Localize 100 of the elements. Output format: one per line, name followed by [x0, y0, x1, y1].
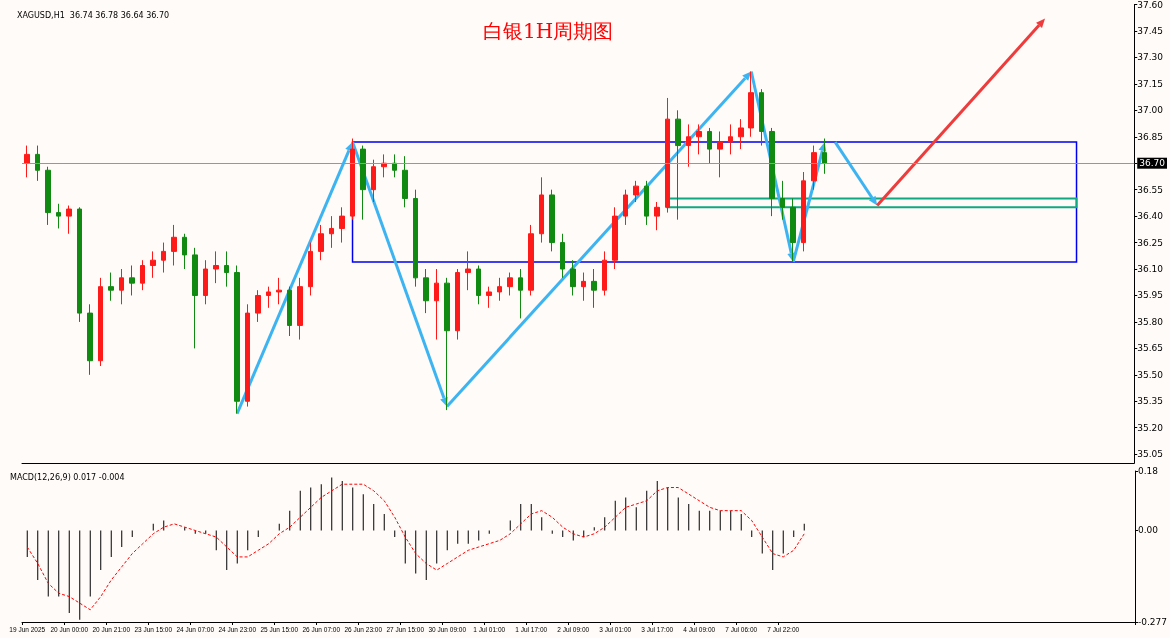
- text: 白银1H周期图: [483, 19, 614, 43]
- candlestick: [612, 206, 618, 270]
- candlestick: [654, 201, 660, 231]
- candlestick: [308, 242, 313, 296]
- candlestick: [759, 88, 764, 147]
- candlestick: [811, 145, 817, 191]
- candlestick: [318, 224, 324, 261]
- candlestick: [24, 145, 30, 178]
- y-tick-label: 35.05: [1137, 449, 1163, 460]
- candlestick: [255, 289, 261, 323]
- candlestick: [465, 250, 471, 291]
- candlestick: [203, 259, 208, 305]
- candlestick: [413, 189, 418, 288]
- candlestick: [518, 268, 523, 319]
- y-tick-label: 0.18: [1137, 466, 1159, 476]
- y-tick-label: 36.10: [1137, 264, 1164, 275]
- candlestick: [675, 109, 681, 221]
- candlestick: [822, 138, 827, 175]
- candlestick: [686, 123, 691, 168]
- candlestick: [717, 130, 723, 178]
- candlestick: [224, 250, 229, 288]
- y-tick-label: 36.40: [1137, 211, 1164, 222]
- candlestick: [245, 303, 250, 408]
- candlestick: [455, 268, 460, 341]
- y-tick-label: 36.55: [1137, 184, 1163, 195]
- candlestick: [161, 242, 166, 274]
- candlestick: [98, 277, 103, 367]
- candlestick: [108, 272, 114, 302]
- candlestick: [665, 97, 670, 214]
- candlestick: [570, 259, 576, 296]
- candlestick: [56, 203, 61, 229]
- candlestick: [581, 272, 586, 302]
- candlestick: [234, 264, 240, 415]
- candlestick: [696, 123, 702, 155]
- y-tick-label: 37.60: [1137, 0, 1164, 10]
- candlestick: [423, 268, 429, 314]
- y-tick-label: -0.277: [1137, 617, 1167, 627]
- y-tick-label: 36.25: [1137, 237, 1163, 248]
- y-tick-label: 35.80: [1137, 316, 1164, 327]
- y-tick-label: 35.50: [1137, 369, 1164, 380]
- candlestick: [287, 286, 292, 337]
- candlestick: [276, 277, 282, 305]
- candlestick: [476, 264, 481, 305]
- candlestick: [748, 71, 754, 138]
- y-tick-label: 35.95: [1137, 290, 1163, 301]
- candlestick: [329, 215, 334, 249]
- candlestick: [150, 250, 156, 279]
- candlestick: [801, 171, 806, 252]
- candlestick: [728, 123, 733, 155]
- candlestick: [87, 303, 93, 376]
- candlestick: [35, 145, 40, 182]
- candlestick: [560, 233, 565, 279]
- candlestick: [444, 277, 450, 411]
- candlestick: [623, 189, 628, 226]
- candlestick: [738, 118, 744, 150]
- candlestick: [392, 153, 397, 178]
- candlestick: [192, 247, 198, 349]
- candlestick: [402, 155, 408, 208]
- candlestick: [182, 233, 187, 270]
- candlestick: [549, 189, 555, 252]
- y-tick-label: 35.20: [1137, 422, 1164, 433]
- candlestick: [539, 176, 544, 244]
- y-tick-label: 37.00: [1137, 105, 1164, 116]
- candlestick: [602, 250, 607, 296]
- candlestick: [644, 180, 649, 226]
- y-tick-label: 35.65: [1137, 343, 1163, 354]
- y-tick-label: 0.00: [1137, 525, 1159, 536]
- candlestick: [350, 138, 355, 221]
- candlestick: [780, 180, 785, 221]
- candlestick: [339, 206, 345, 244]
- candlestick: [434, 268, 439, 341]
- candlestick: [45, 166, 51, 226]
- y-tick-label: 37.15: [1137, 78, 1163, 89]
- y-tick-label: 37.30: [1137, 52, 1164, 63]
- candlestick: [129, 264, 135, 296]
- candlestick: [707, 127, 712, 164]
- y-tick-label: 36.85: [1137, 131, 1163, 142]
- y-tick-label: 35.35: [1137, 396, 1163, 407]
- candlestick: [507, 272, 513, 296]
- candlestick: [769, 127, 775, 217]
- y-tick-label: 37.45: [1137, 25, 1163, 36]
- candlestick: [371, 159, 376, 203]
- candlestick: [528, 224, 534, 296]
- text: XAGUSD,H1 36.74 36.78 36.64 36.70: [17, 10, 170, 20]
- candlestick: [140, 259, 145, 291]
- candlestick: [297, 277, 303, 341]
- candlestick: [171, 224, 177, 266]
- candlestick: [66, 205, 72, 235]
- candlestick: [266, 286, 271, 309]
- candlestick: [591, 268, 597, 309]
- chart-title: MACD(12,26,9) 0.017 -0.004: [10, 472, 125, 482]
- line-series: [26, 483, 805, 611]
- candlestick: [77, 206, 82, 323]
- candlestick: [633, 180, 639, 203]
- candlestick: [497, 277, 502, 302]
- y-tick-label: 36.70: [1139, 158, 1166, 169]
- candlestick: [213, 250, 219, 284]
- candlestick: [119, 268, 124, 305]
- candlestick: [360, 145, 366, 221]
- candlestick: [486, 286, 492, 309]
